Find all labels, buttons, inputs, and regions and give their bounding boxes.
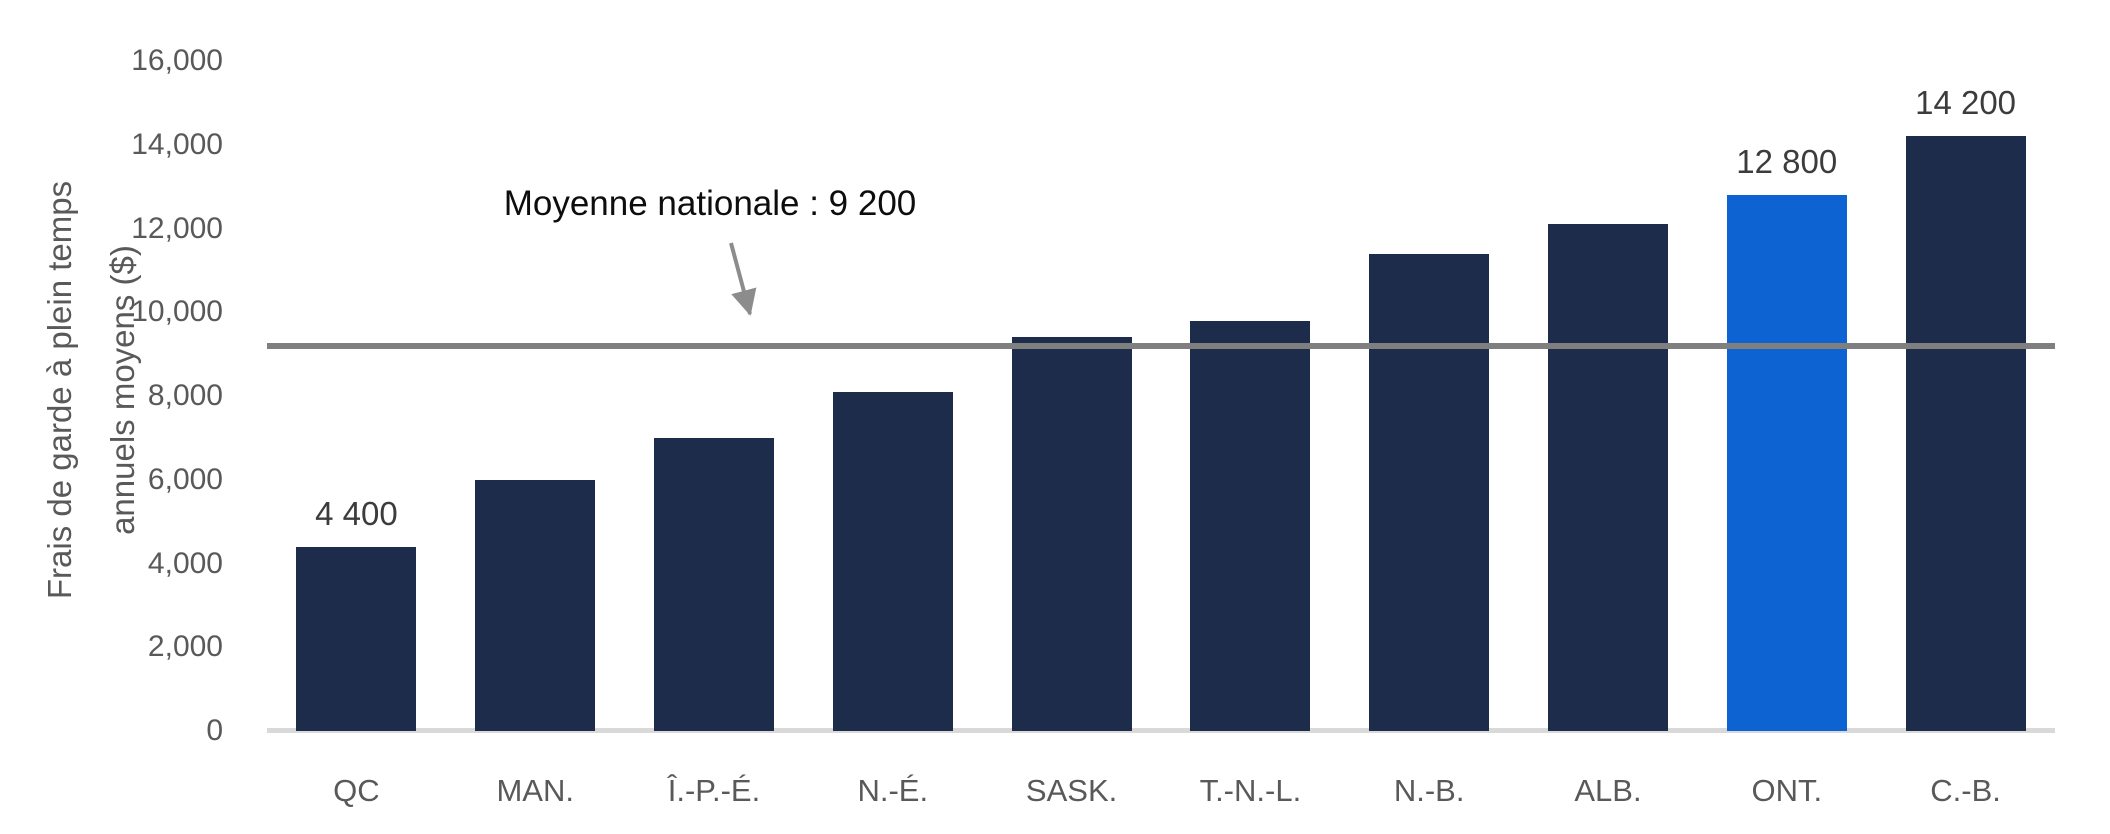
x-axis-label: C.-B. <box>1930 773 2001 808</box>
y-tick-label: 0 <box>206 714 223 747</box>
bar-slot: 14 200 C.-B. <box>1876 61 2055 808</box>
bar-slot: MAN. <box>446 61 625 808</box>
bar-value-label: 14 200 <box>1915 84 2017 122</box>
y-tick-label: 12,000 <box>131 211 223 245</box>
bar-slot: T.-N.-L. <box>1161 61 1340 808</box>
x-axis-label: MAN. <box>496 773 574 808</box>
bars-container: 4 400 QC MAN. Î.-P.-É. N.-É. SASK. T.-N.-L. N.-… <box>267 61 2055 808</box>
bar-2 <box>475 479 596 731</box>
x-axis-label: ONT. <box>1751 773 1823 808</box>
bar-slot: SASK. <box>982 61 1161 808</box>
x-axis-label: N.-É. <box>857 773 929 808</box>
bar-slot: 12 800 ONT. <box>1697 61 1876 808</box>
bar-highlighted-9 <box>1726 195 1847 731</box>
bar-slot: Î.-P.-É. <box>625 61 804 808</box>
bar-value-label: 12 800 <box>1736 143 1838 180</box>
bar-5 <box>1011 337 1132 731</box>
bar-8 <box>1547 224 1668 731</box>
bar-7 <box>1369 253 1490 731</box>
y-tick-label: 14,000 <box>131 127 223 161</box>
bar-4 <box>832 391 953 731</box>
y-tick-label: 10,000 <box>131 295 223 329</box>
average-annotation-label: Moyenne nationale : 9 200 <box>503 184 917 223</box>
bar-slot: ALB. <box>1519 61 1698 808</box>
y-tick-label: 6,000 <box>147 462 223 496</box>
x-axis-label: ALB. <box>1574 773 1642 808</box>
y-tick-label: 8,000 <box>147 379 223 412</box>
bar-value-label: 4 400 <box>315 494 398 532</box>
x-axis-label: SASK. <box>1025 773 1118 808</box>
x-axis-label: N.-B. <box>1393 773 1465 808</box>
y-tick-label: 2,000 <box>147 630 223 664</box>
y-tick-label: 16,000 <box>131 44 223 77</box>
plot-area: 4 400 QC MAN. Î.-P.-É. N.-É. SASK. T.-N.-L. N.-… <box>267 61 2055 808</box>
bar-slot: 4 400 QC <box>267 61 446 808</box>
bar-6 <box>1190 320 1311 731</box>
x-axis-line <box>267 728 2055 733</box>
bar-slot: N.-B. <box>1340 61 1519 808</box>
national-average-line <box>267 342 2055 349</box>
bar-1 <box>296 546 417 731</box>
x-axis-label: T.-N.-L. <box>1199 773 1302 808</box>
bar-3 <box>653 437 774 731</box>
bar-10 <box>1905 136 2026 731</box>
x-axis-label: Î.-P.-É. <box>667 773 761 808</box>
y-tick-label: 4,000 <box>147 546 223 580</box>
x-axis-label: QC <box>333 773 380 808</box>
bar-slot: N.-É. <box>803 61 982 808</box>
